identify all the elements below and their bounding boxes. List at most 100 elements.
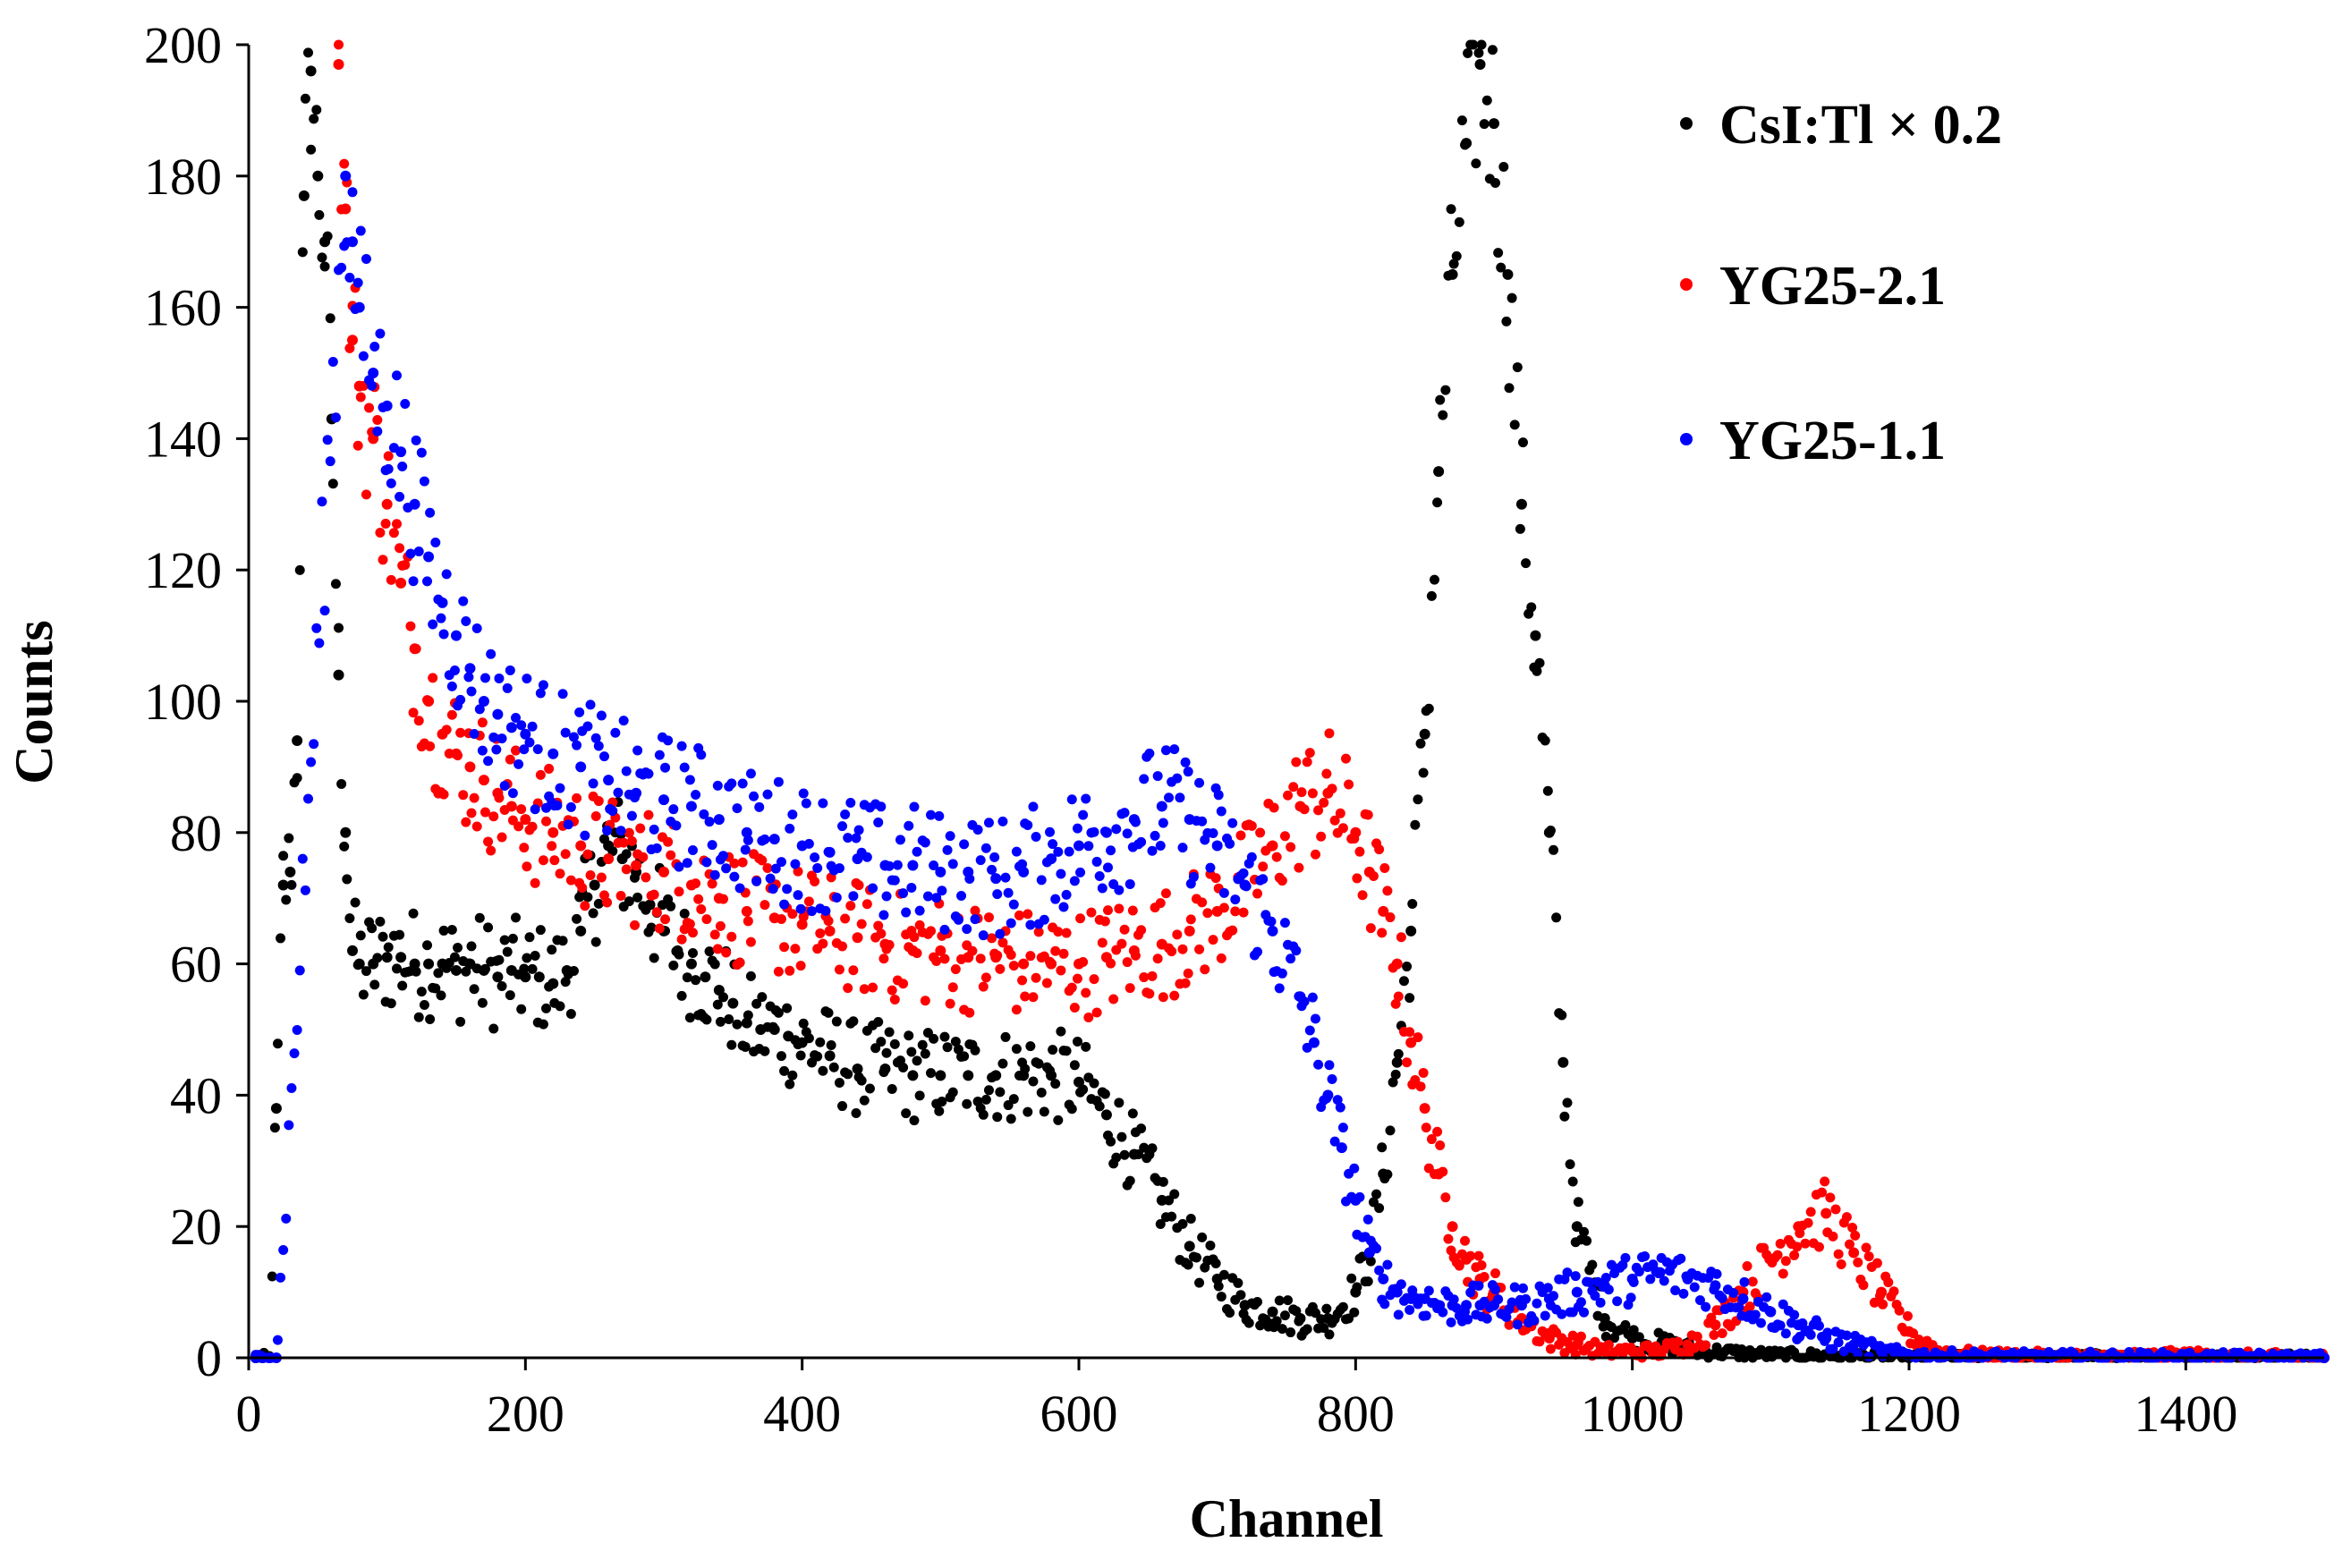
data-point [906,882,917,893]
data-point [480,963,490,974]
data-point [970,1045,980,1055]
data-point [1086,907,1097,918]
data-point [964,874,975,885]
data-point [278,1245,289,1256]
data-point [1316,831,1327,842]
data-point [1689,1282,1700,1293]
data-point [444,749,454,759]
data-point [1286,954,1296,964]
data-point [292,735,303,747]
data-point [889,1038,900,1049]
data-point [1379,1299,1390,1309]
data-point [1294,862,1304,873]
data-point [513,759,524,769]
data-point [469,792,480,803]
data-point [1579,1307,1590,1318]
data-point [1670,1285,1681,1296]
data-point [1155,1218,1166,1229]
data-point [1116,938,1127,949]
data-point [565,1009,576,1020]
data-point [488,732,499,742]
data-point [1136,836,1147,847]
data-point [1184,1241,1195,1252]
data-point [856,919,867,929]
data-point [449,665,460,676]
data-point [446,709,457,720]
data-point [881,891,892,902]
data-point [785,1079,795,1089]
data-point [626,835,637,846]
data-point [494,792,505,803]
data-point [1183,767,1193,777]
data-point [1058,902,1069,912]
data-point [1534,1336,1545,1347]
data-point [909,1115,920,1126]
data-point [383,451,394,462]
data-point [676,741,687,751]
data-point [408,576,419,587]
data-point [400,560,411,571]
data-point [1899,1326,1910,1337]
data-point [889,875,900,886]
data-point [1869,1297,1880,1308]
x-axis-title: Channel [1190,1489,1384,1548]
data-point [1875,1291,1886,1301]
data-point [575,840,587,852]
data-point [1493,248,1504,259]
data-point [859,1095,870,1106]
data-point [630,920,641,930]
data-point [596,872,607,883]
data-point [1481,1313,1492,1324]
data-point [306,144,317,155]
data-point [1504,1319,1515,1330]
data-point [303,47,314,58]
data-point [405,548,416,559]
data-point [649,889,659,900]
data-point [305,65,317,77]
data-point [732,803,743,814]
data-point [1501,316,1512,326]
data-point [721,863,732,874]
data-point [945,831,955,842]
data-point [997,816,1008,826]
data-point [589,879,600,891]
data-point [1321,1093,1332,1104]
data-point [1279,831,1290,842]
data-point [1158,1176,1168,1187]
data-point [1304,1025,1315,1036]
data-point [511,745,522,756]
data-point [1529,1315,1540,1326]
data-point [895,835,905,845]
data-point [914,1090,925,1101]
data-point [1813,1242,1824,1252]
data-point [483,922,494,933]
data-point [367,380,378,391]
data-point [388,528,399,538]
data-point [1787,1318,1797,1328]
data-point [884,860,895,871]
data-point [1645,1274,1656,1284]
data-point [684,919,695,929]
data-point [1772,1250,1783,1260]
data-point [1848,1247,1860,1259]
data-point [1197,816,1208,826]
data-point [547,826,559,838]
data-point [704,946,715,957]
data-point [413,716,424,726]
data-point [339,158,350,169]
data-point [547,945,557,955]
data-point [992,950,1003,961]
data-point [1471,158,1481,169]
data-point [422,695,433,706]
data-point [1127,905,1138,916]
data-point [803,896,814,907]
data-point [1050,894,1061,904]
data-point [383,942,394,953]
data-point [1288,782,1299,792]
data-point [1833,1337,1844,1348]
data-point [1177,843,1188,853]
data-point [967,945,978,956]
data-point [1405,1027,1415,1038]
data-point [1415,1081,1426,1092]
data-point [505,665,515,675]
